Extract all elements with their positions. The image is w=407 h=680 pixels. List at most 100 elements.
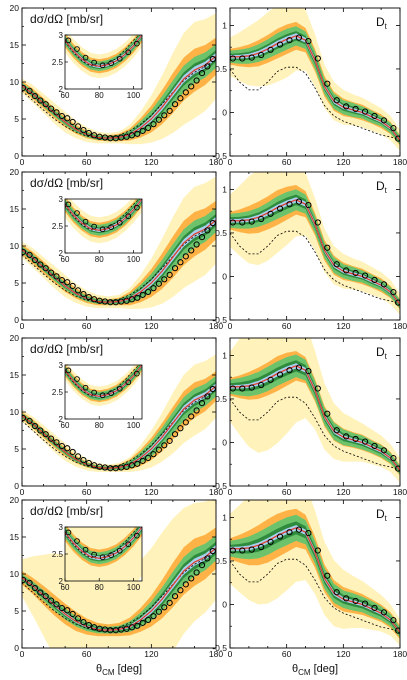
inset-data-point [116,385,123,392]
x-tick-label: 180 [393,321,407,331]
band-orange [22,37,216,142]
plot-frame [229,499,401,649]
band-dark-green [230,521,400,635]
inset-x-tick-label: 100 [127,421,141,430]
data-point [286,529,293,536]
data-point [343,595,350,602]
x-tick-label: 0 [228,321,233,331]
data-point [248,218,255,225]
inset-data-point [65,201,72,208]
inset-data-point [134,532,140,539]
inset-data-point [82,54,89,61]
inset-data-point [74,376,80,382]
data-point [22,84,27,92]
data-point [155,446,162,453]
data-point [48,597,55,604]
data-point [305,201,312,209]
y-tick-label: 10 [10,407,20,417]
inset-data-point [108,224,115,230]
data-point [248,384,255,391]
data-point [177,425,184,432]
data-point [128,462,136,469]
data-point [267,376,274,383]
inset-x-tick-label: 60 [61,255,70,264]
y-tick-label: 20 [10,167,20,177]
data-point [145,288,152,295]
y-tick-label: 10 [10,241,20,251]
data-point [53,439,60,446]
data-point [166,437,173,444]
data-point [204,63,211,70]
y-tick-label: 1 [222,20,227,30]
inset-y-tick-label: 3 [59,31,64,40]
data-point [161,112,168,119]
y-tick-label: 20 [10,495,20,505]
inset-data-point [108,390,115,396]
plot-area [22,500,216,648]
data-point [150,451,157,458]
x-tick-label: 60 [82,157,92,167]
data-point [31,422,39,430]
data-point [155,116,162,123]
inset: 60 80 100 2 2.5 3 [52,31,143,100]
data-point [395,627,400,634]
x-tick-label: 60 [82,321,92,331]
data-point [48,435,55,442]
x-tick-label: 0 [228,487,233,497]
data-point [239,55,246,62]
data-point [295,364,303,371]
panel-title: dσ/dΩ [mb/sr] [30,504,103,518]
data-point [239,385,246,392]
y-tick-label: 0 [222,437,227,447]
inset-data-point [91,59,97,66]
band-orange [22,527,216,637]
x-tick-label: 0 [228,157,233,167]
data-point [69,118,76,126]
data-point [390,125,397,132]
dashed-curve [230,558,400,633]
inset-data-point [65,37,72,44]
data-point [333,261,340,268]
data-point [324,410,331,417]
data-point [22,414,27,422]
y-tick-label: 5 [14,278,19,288]
data-point [314,55,321,62]
x-tick-label: 0 [20,157,25,167]
data-point [53,109,60,116]
inset-y-tick-label: 2.5 [52,222,64,231]
data-point [371,442,378,450]
x-tick-label: 180 [393,487,407,497]
data-point [69,282,76,290]
y-tick-label: 20 [10,3,20,13]
data-point [395,465,400,472]
y-tick-label: 1 [222,512,227,522]
data-point [204,227,211,234]
data-point [188,83,195,90]
inset-data-point [74,46,80,52]
panel-title: Dt [376,345,388,361]
data-point [134,294,141,301]
data-point [276,205,284,212]
data-point [26,87,33,94]
inset-data-point [116,219,123,226]
y-tick-label: 0 [222,271,227,281]
y-tick-label: 10 [10,77,20,87]
data-point [305,37,312,45]
inset-data-point [82,546,89,553]
data-point [58,112,65,120]
inset-y-tick-label: 2 [59,577,64,586]
y-tick-label: 0 [14,481,19,491]
data-point [80,457,87,464]
data-point [193,407,200,414]
data-point [42,431,49,438]
x-axis-title: θCM [deg] [292,663,338,677]
x-tick-label: 60 [282,157,292,167]
y-tick-label: 1 [222,184,227,194]
inset: 60 80 100 2 2.5 3 [52,195,143,264]
data-point [85,129,92,137]
y-tick-label: 0.5 [215,64,227,74]
data-point [161,276,168,283]
inset-data-point [65,367,72,374]
inset-y-tick-label: 3 [59,361,64,370]
